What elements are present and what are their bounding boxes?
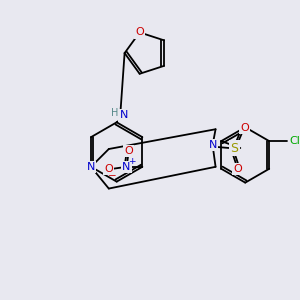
Text: N: N bbox=[208, 140, 217, 150]
Text: O: O bbox=[124, 146, 133, 156]
Text: N: N bbox=[119, 110, 128, 120]
Text: S: S bbox=[230, 142, 238, 154]
Text: H: H bbox=[111, 108, 118, 118]
Text: O: O bbox=[135, 27, 144, 38]
Text: Cl: Cl bbox=[290, 136, 300, 146]
Text: N: N bbox=[122, 162, 131, 172]
Text: O: O bbox=[104, 164, 113, 174]
Text: N: N bbox=[87, 162, 95, 172]
Text: O: O bbox=[240, 123, 249, 133]
Text: O: O bbox=[233, 164, 242, 174]
Text: −: − bbox=[108, 171, 117, 181]
Text: +: + bbox=[128, 158, 135, 166]
